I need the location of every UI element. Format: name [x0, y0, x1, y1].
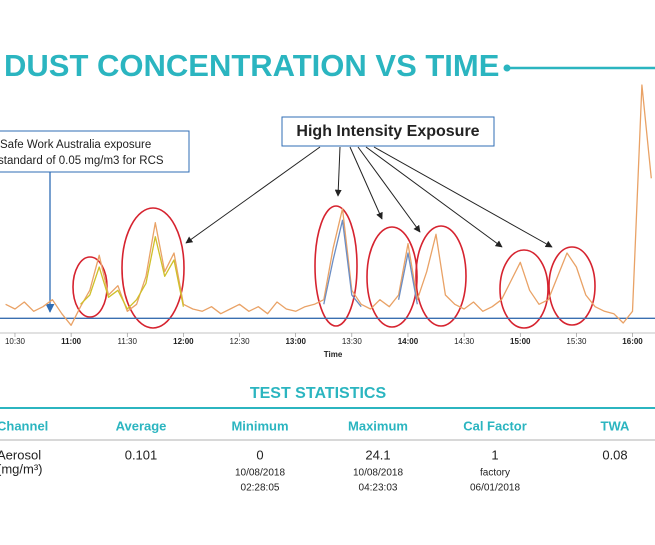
arrow: [334, 146, 342, 197]
x-axis-label: Time: [324, 350, 343, 359]
table-cell: 0.101: [125, 447, 158, 462]
annotation: High Intensity Exposure: [296, 123, 479, 140]
x-tick-label: 13:30: [342, 337, 363, 346]
table-header: Channel: [0, 418, 48, 433]
arrow: [373, 146, 553, 248]
data-line: [5, 84, 652, 326]
annotation-box: [0, 130, 190, 173]
table-header: TWA: [601, 418, 630, 433]
x-tick-label: 12:00: [173, 337, 194, 346]
data-line: [80, 236, 185, 310]
arrow: [185, 146, 321, 244]
ellipse: [499, 249, 549, 329]
table-header: Cal Factor: [463, 418, 527, 433]
table-title: TEST STATISTICS: [250, 385, 387, 402]
table-cell-detail: 02:28:05: [241, 483, 280, 494]
table-cell-detail: factory: [480, 468, 510, 479]
x-tick-label: 16:00: [622, 337, 643, 346]
x-tick-label: 10:30: [5, 337, 26, 346]
x-tick-label: 15:00: [510, 337, 531, 346]
x-tick-label: 11:30: [118, 337, 138, 346]
table-cell-detail: 10/08/2018: [353, 468, 403, 479]
table-cell: 0: [256, 447, 263, 462]
table-cell-detail: 06/01/2018: [470, 483, 520, 494]
arrow: [357, 146, 421, 233]
table-header: Minimum: [231, 418, 288, 433]
table-header: Average: [116, 418, 167, 433]
ellipse: [121, 207, 185, 329]
data-line: [323, 219, 418, 308]
chart-title: DUST CONCENTRATION VS TIME: [4, 48, 499, 83]
annotation: standard of 0.05 mg/m3 for RCS: [0, 155, 164, 167]
annotation: Safe Work Australia exposure: [0, 139, 151, 151]
table-cell-detail: 04:23:03: [359, 483, 398, 494]
table-cell-detail: (mg/m³): [0, 461, 43, 476]
ellipse: [366, 226, 418, 328]
arrow: [349, 146, 383, 220]
highlight-ellipses: [72, 205, 596, 329]
ellipse: [415, 225, 467, 327]
ellipse: [548, 246, 596, 326]
table-cell: 0.08: [602, 447, 627, 462]
x-tick-label: 15:30: [566, 337, 587, 346]
table-header: Maximum: [348, 418, 408, 433]
arrows: [185, 146, 553, 248]
x-tick-label: 14:00: [398, 337, 419, 346]
table-cell: 24.1: [365, 447, 390, 462]
ellipse: [314, 205, 358, 327]
x-tick-label: 11:00: [61, 337, 82, 346]
x-tick-label: 12:30: [230, 337, 251, 346]
table-cell: Aerosol: [0, 447, 41, 462]
x-tick-label: 14:30: [454, 337, 475, 346]
annotation-box: [281, 116, 495, 147]
title-dot: [503, 64, 511, 72]
table-cell-detail: 10/08/2018: [235, 468, 285, 479]
x-tick-label: 13:00: [285, 337, 306, 346]
table-cell: 1: [491, 447, 498, 462]
arrow: [365, 146, 503, 248]
